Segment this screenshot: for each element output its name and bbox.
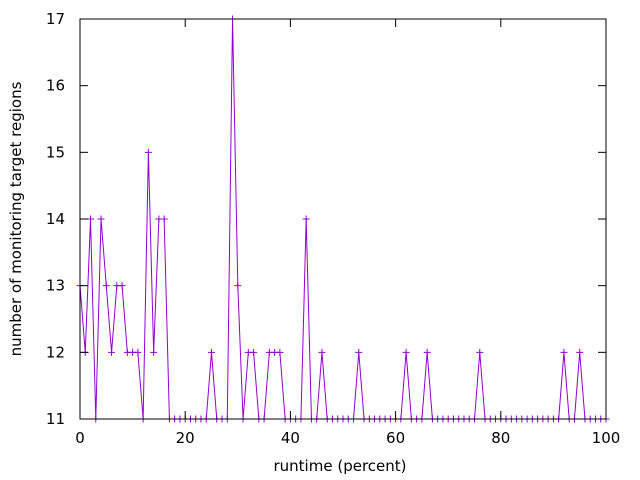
y-tick-label: 13 [46, 277, 65, 295]
data-point [118, 282, 126, 290]
x-tick-label: 80 [491, 429, 510, 447]
data-point [302, 215, 310, 223]
data-point [234, 282, 242, 290]
data-point [97, 215, 105, 223]
x-tick-label: 40 [281, 429, 300, 447]
series-layer [76, 15, 610, 423]
y-tick-label: 14 [46, 210, 65, 228]
data-point [276, 348, 284, 356]
data-point [150, 348, 158, 356]
x-tick-label: 60 [386, 429, 405, 447]
x-tick-label: 100 [592, 429, 621, 447]
data-point [134, 348, 142, 356]
y-tick-label: 16 [46, 77, 65, 95]
data-point [318, 348, 326, 356]
data-point [576, 348, 584, 356]
data-point [144, 148, 152, 156]
data-point [402, 348, 410, 356]
ticks-layer: 0 20 40 60 80 100 11 12 13 14 15 16 17 [46, 10, 620, 447]
y-tick-label: 17 [46, 10, 65, 28]
y-tick-label: 11 [46, 410, 65, 428]
data-point [102, 282, 110, 290]
data-point [476, 348, 484, 356]
x-tick-label: 0 [75, 429, 85, 447]
data-point [160, 215, 168, 223]
data-point [208, 348, 215, 356]
data-point [560, 348, 568, 356]
y-tick-label: 12 [46, 343, 65, 361]
x-tick-label: 20 [176, 429, 195, 447]
y-tick-label: 15 [46, 143, 65, 161]
y-axis-label: number of monitoring target regions [7, 81, 25, 356]
x-axis-label: runtime (percent) [274, 457, 407, 475]
data-point [87, 215, 95, 223]
data-point [108, 348, 116, 356]
data-point [250, 348, 258, 356]
data-point [423, 348, 431, 356]
data-point [355, 348, 363, 356]
